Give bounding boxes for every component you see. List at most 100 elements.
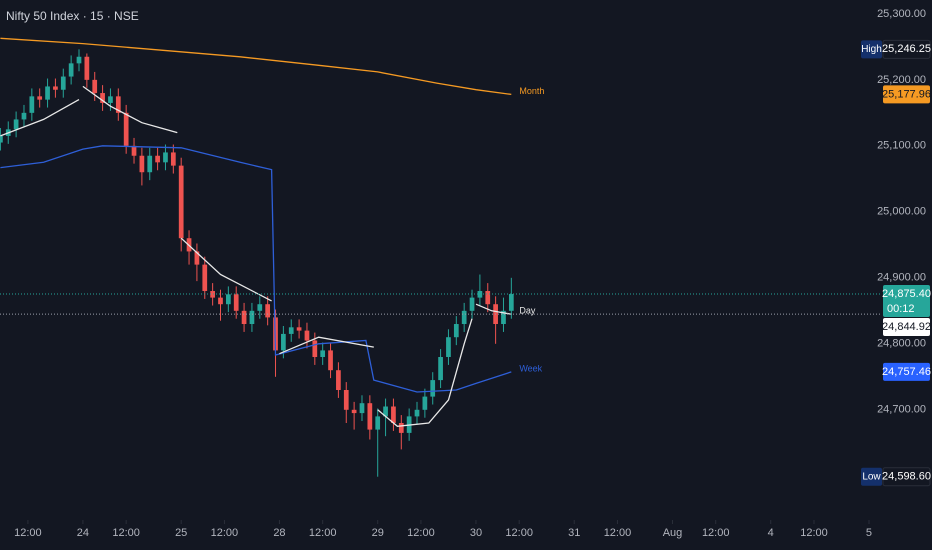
x-tick-label: 12:00 <box>702 527 730 539</box>
candle-body <box>155 155 160 163</box>
countdown: 00:12 <box>887 303 915 315</box>
candle-body <box>422 396 428 410</box>
candle-body <box>249 310 255 325</box>
x-tick-label: 28 <box>273 527 285 539</box>
indicator-line <box>0 37 512 96</box>
price-badge-label: 24,598.60 <box>882 471 931 483</box>
x-tick-label: 25 <box>175 527 187 539</box>
candle-body <box>414 409 420 417</box>
price-badge-label: 24,757.46 <box>882 366 931 378</box>
plot-area: Month Week Day <box>0 37 544 477</box>
candle-body <box>469 297 475 311</box>
candle-body <box>328 350 333 371</box>
candle-body <box>178 165 184 239</box>
candle-body <box>477 291 483 298</box>
candle-body <box>225 294 231 305</box>
candle-body <box>13 119 19 130</box>
x-tick-label: Aug <box>663 527 683 539</box>
candle-body <box>131 145 137 156</box>
candle-body <box>76 56 82 64</box>
candle-body <box>391 406 396 423</box>
candle-body <box>100 93 105 103</box>
candle-body <box>210 291 215 298</box>
candle-body <box>320 350 326 358</box>
candle-body <box>29 96 35 113</box>
candle-body <box>304 330 310 341</box>
x-tick-label: 29 <box>372 527 384 539</box>
price-badge <box>883 362 930 381</box>
candle-body <box>501 310 506 325</box>
candle-body <box>343 390 349 410</box>
candle-body <box>453 324 459 338</box>
candle-body <box>430 380 436 397</box>
price-badge-label: 25,246.25 <box>882 43 931 55</box>
x-tick-label: 12:00 <box>604 527 632 539</box>
candle-body <box>367 403 373 430</box>
candle-body <box>0 135 3 143</box>
candle-body <box>68 63 74 77</box>
y-tick-label: 25,300.00 <box>877 8 926 20</box>
y-tick-label: 25,000.00 <box>877 206 926 218</box>
candle-body <box>257 304 263 311</box>
candle-body <box>194 251 200 265</box>
y-tick-label: 24,800.00 <box>877 338 926 350</box>
x-tick-label: 12:00 <box>800 527 828 539</box>
x-tick-label: 4 <box>768 527 774 539</box>
candle-body <box>288 327 294 334</box>
candle-body <box>170 152 176 166</box>
candle-body <box>265 304 271 318</box>
indicator-line <box>0 145 512 393</box>
candle-body <box>123 112 129 146</box>
candle-body <box>375 416 381 430</box>
x-tick-label: 12:00 <box>112 527 140 539</box>
candle-body <box>108 96 113 103</box>
candle-body <box>92 79 98 94</box>
candle-body <box>147 155 153 173</box>
indicator-line <box>0 85 512 427</box>
price-badge-name-bg <box>861 40 882 59</box>
price-badge <box>882 467 931 487</box>
candle-body <box>115 96 121 113</box>
candle-body <box>45 86 50 100</box>
candle-body <box>461 310 467 325</box>
price-badge-label: 24,875.40 <box>882 288 931 300</box>
y-tick-label: 25,200.00 <box>877 74 926 86</box>
x-tick-label: 12:00 <box>407 527 435 539</box>
price-badge <box>883 285 930 318</box>
y-tick-label: 24,700.00 <box>877 404 926 416</box>
candle-body <box>241 310 247 325</box>
price-badge <box>883 85 930 104</box>
price-badge-name: High <box>861 44 882 55</box>
candle-body <box>383 406 388 417</box>
x-tick-label: 24 <box>77 527 89 539</box>
candle-body <box>21 112 27 120</box>
candle-body <box>438 357 443 381</box>
x-tick-label: 12:00 <box>211 527 239 539</box>
candle-body <box>139 155 145 173</box>
candle-body <box>60 76 66 90</box>
candle-body <box>446 337 451 358</box>
candle-body <box>84 56 90 80</box>
price-badge-name: Low <box>862 471 881 482</box>
x-tick-label: 12:00 <box>505 527 533 539</box>
candle-body <box>398 422 404 433</box>
candle-body <box>359 403 365 414</box>
price-badge <box>883 318 930 337</box>
candle-body <box>485 291 491 305</box>
y-tick-label: 24,900.00 <box>877 272 926 284</box>
candle-body <box>233 294 239 311</box>
candle-body <box>163 152 168 163</box>
candle-body <box>37 96 43 100</box>
candle-body <box>336 370 341 390</box>
price-badge <box>882 39 931 59</box>
price-badge-label: 25,177.96 <box>882 88 931 100</box>
line-label: Month <box>519 86 544 96</box>
price-badge-name-bg <box>861 467 882 486</box>
x-tick-label: 31 <box>568 527 580 539</box>
price-badge-label: 24,844.92 <box>882 321 931 333</box>
x-tick-label: 12:00 <box>309 527 337 539</box>
x-tick-label: 5 <box>866 527 872 539</box>
